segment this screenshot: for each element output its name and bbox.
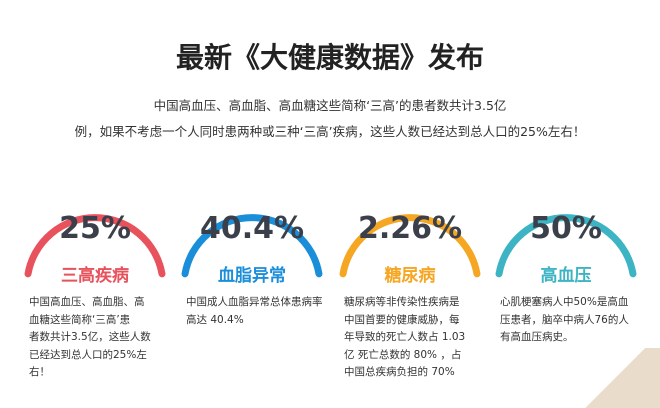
card-text: 亿 死亡总数的 80% ，占 (344, 348, 462, 361)
arc (339, 214, 481, 278)
arc (495, 214, 637, 278)
percent: 2.26% (357, 211, 463, 246)
percent: 25% (59, 211, 131, 246)
arc (181, 214, 323, 278)
intro-line: 例，如果不考虑一个人同时患两种或三种‘三高’疾病，这些人数已经达到总人口的25%… (74, 124, 586, 139)
card-title: 三高疾病 (61, 266, 129, 286)
card-text: 心肌梗塞病人中50%是高血 (500, 296, 629, 308)
percent: 50% (530, 211, 602, 246)
card-text: 年导致的死亡人数占 1.03 (344, 331, 466, 343)
title: 最新《大健康数据》发布 (175, 41, 484, 74)
percent: 40.4% (199, 211, 305, 246)
card-text: 中国成人血脂异常总体患病率 (186, 296, 323, 308)
card-text: 中国总疾病负担的 70% (344, 366, 455, 378)
card-text: 压患者，脑卒中病人76的人 (500, 313, 629, 326)
card-text: 有高血压病史。 (500, 331, 574, 343)
corner-decoration (570, 348, 660, 408)
card-text: 中国高血压、高血脂、高 (29, 296, 145, 308)
card-text: 右！ (29, 366, 50, 378)
card-text: 者数共计3.5亿，这些人数 (29, 331, 151, 343)
card-text: 高达 40.4% (186, 313, 244, 326)
card-title: 血脂异常 (218, 266, 286, 286)
card-title: 糖尿病 (384, 266, 436, 286)
card-text: 血糖这些简称‘三高’患 (29, 313, 131, 326)
card-title: 高血压 (540, 266, 592, 286)
card-text: 糖尿病等非传染性疾病是 (344, 296, 460, 308)
card-text: 中国首要的健康威胁，每 (344, 313, 460, 326)
arc (24, 214, 166, 278)
intro-line: 中国高血压、高血脂、高血糖这些简称‘三高’的患者数共计3.5亿 (153, 98, 507, 113)
card-text: 已经达到总人口的25%左 (29, 348, 147, 361)
